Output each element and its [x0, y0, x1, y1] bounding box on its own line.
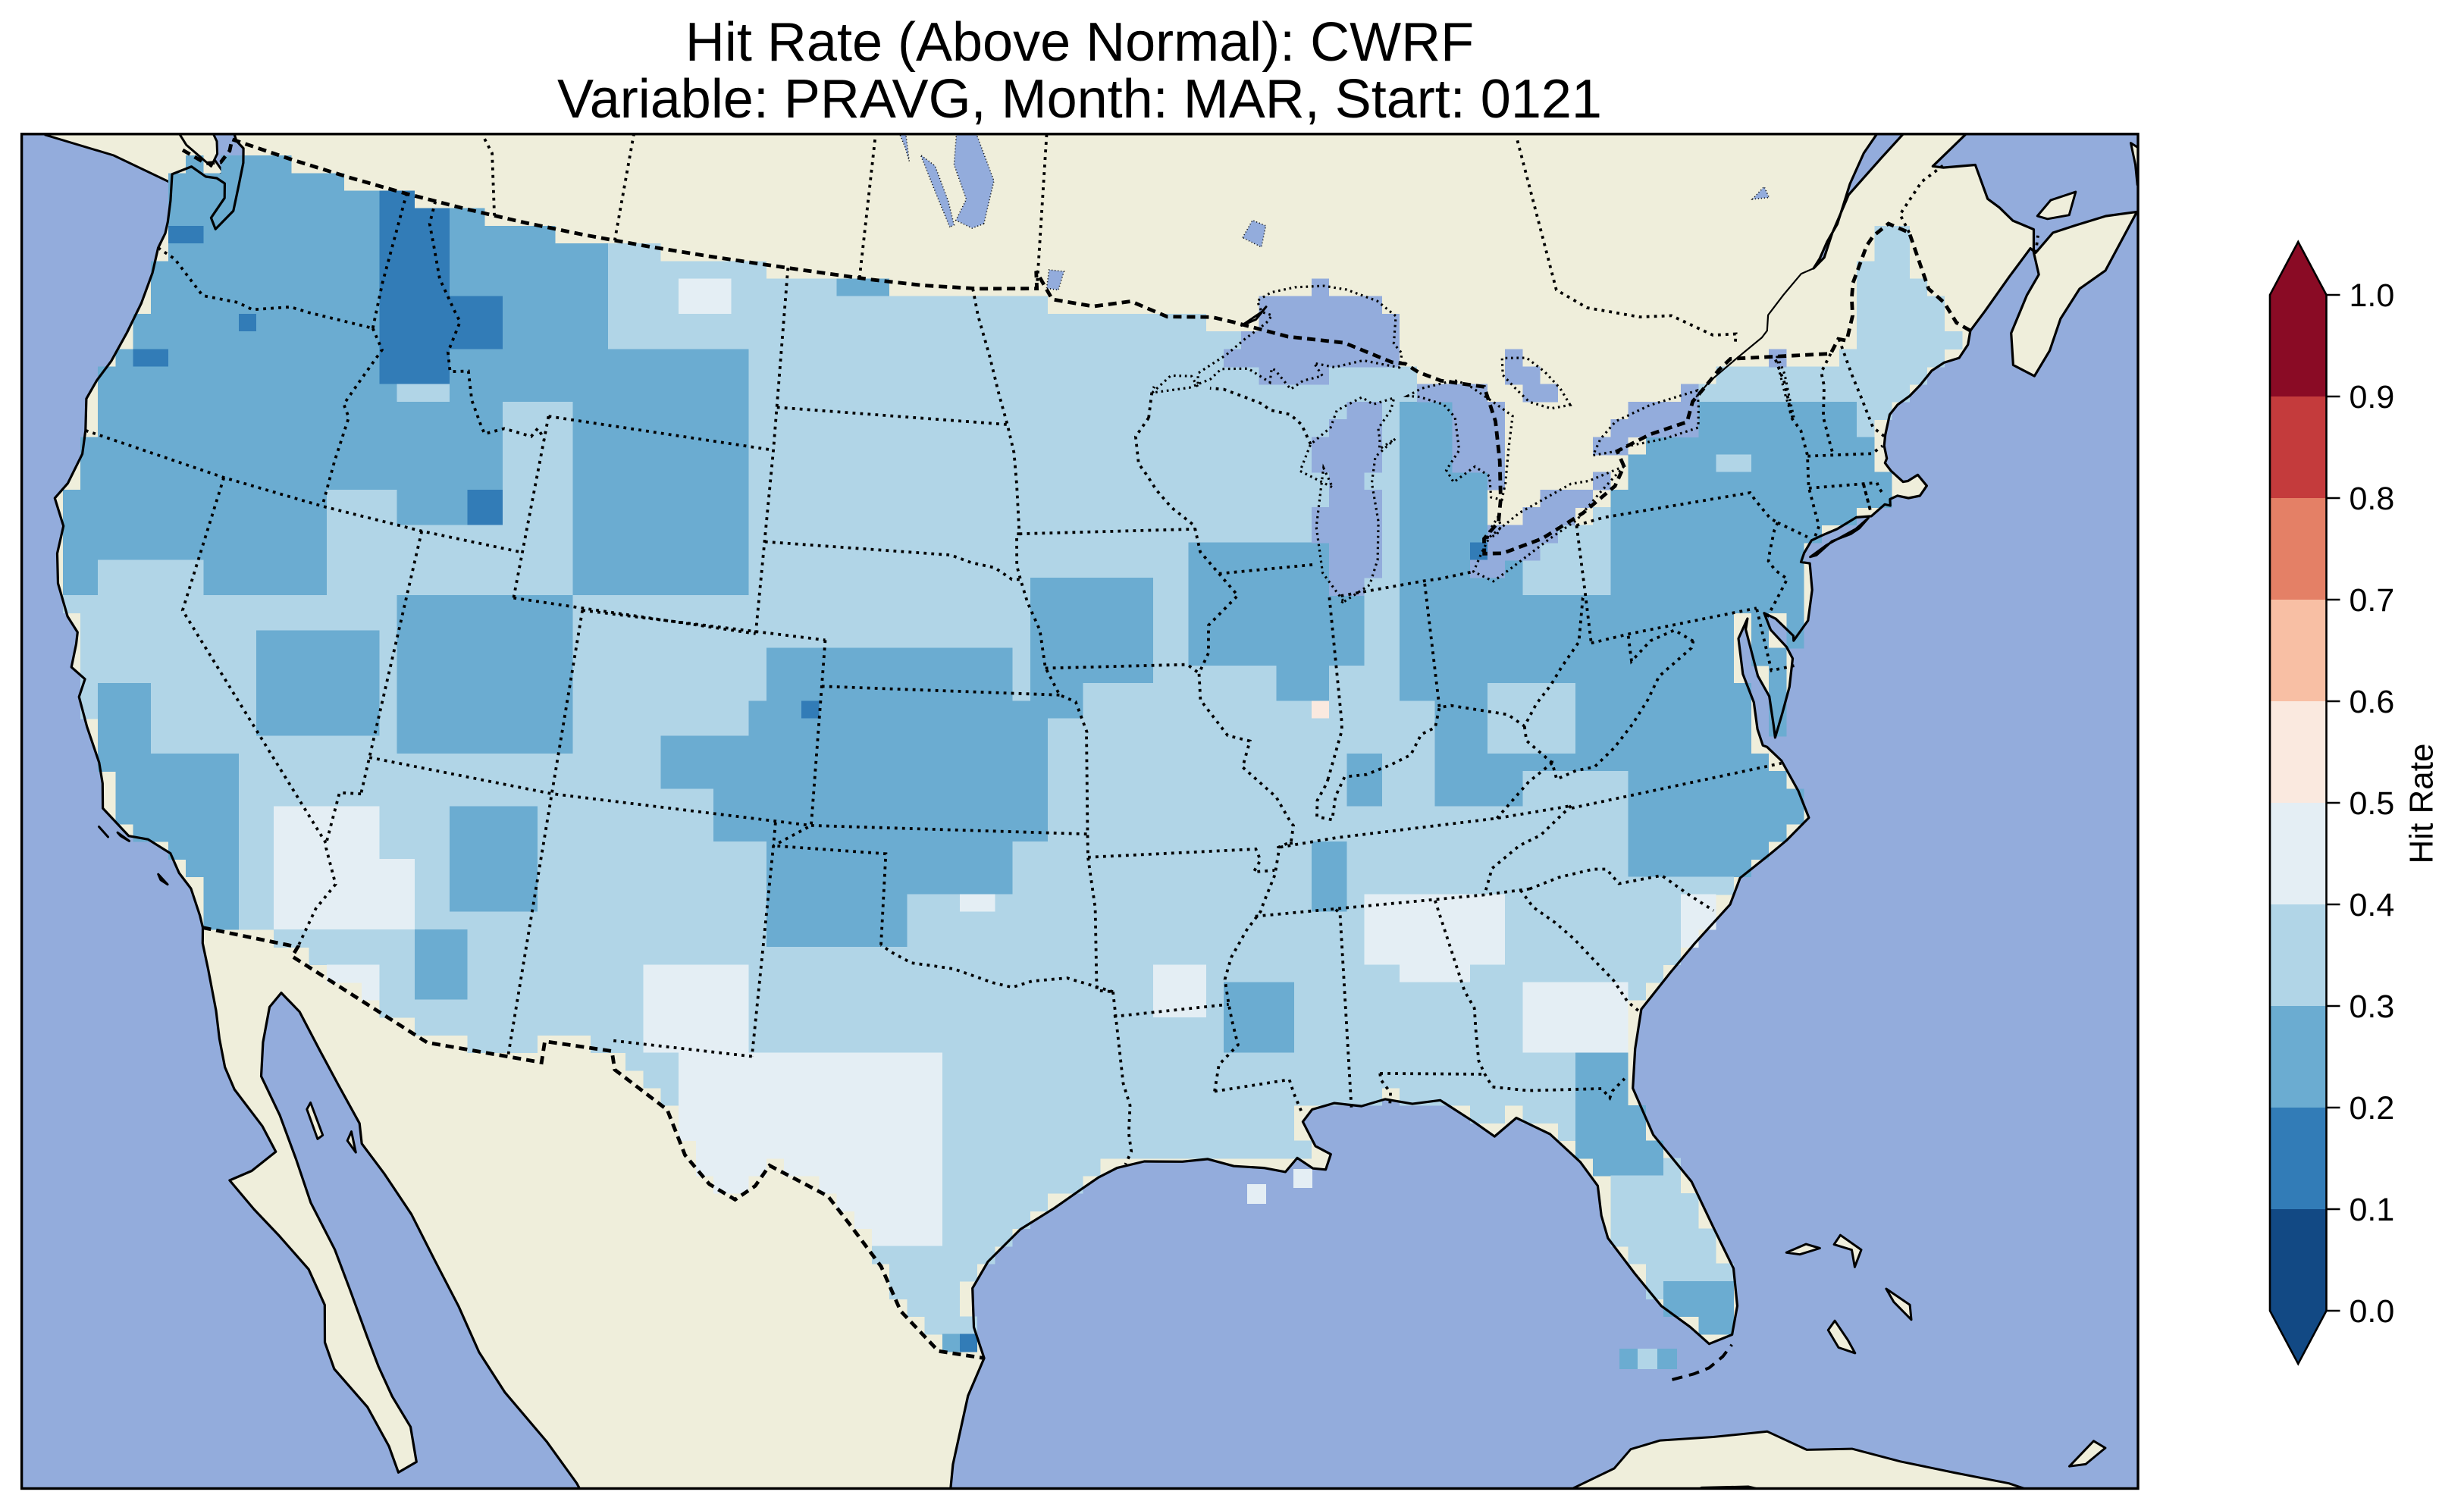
svg-text:0.6: 0.6: [2350, 684, 2395, 720]
svg-text:0.0: 0.0: [2350, 1293, 2395, 1330]
svg-text:0.8: 0.8: [2350, 481, 2395, 517]
svg-text:0.1: 0.1: [2350, 1192, 2395, 1228]
svg-text:Variable: PRAVG, Month: MAR, S: Variable: PRAVG, Month: MAR, Start: 0121: [557, 69, 1602, 130]
svg-text:0.7: 0.7: [2350, 582, 2395, 619]
svg-text:0.3: 0.3: [2350, 989, 2395, 1025]
svg-text:0.2: 0.2: [2350, 1090, 2395, 1127]
svg-text:0.9: 0.9: [2350, 379, 2395, 415]
svg-text:0.4: 0.4: [2350, 887, 2395, 923]
svg-text:Hit Rate (Above Normal): CWRF: Hit Rate (Above Normal): CWRF: [685, 12, 1474, 73]
svg-text:0.5: 0.5: [2350, 785, 2395, 822]
svg-text:1.0: 1.0: [2350, 277, 2395, 314]
svg-text:Hit Rate: Hit Rate: [2403, 744, 2440, 864]
